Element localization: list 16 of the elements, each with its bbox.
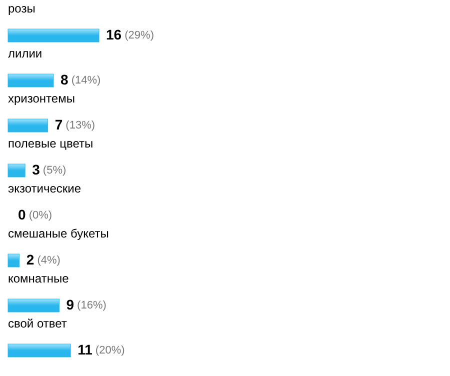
y-tick-label: свой ответ: [8, 316, 68, 331]
data-label: 16 (29%): [106, 26, 154, 42]
y-tick-label: полевые цветы: [8, 136, 94, 151]
data-label: 3 (5%): [32, 161, 66, 178]
data-label: 11 (20%): [78, 341, 125, 358]
data-label: 7 (13%): [54, 116, 96, 132]
data-label: 2 (4%): [26, 251, 60, 268]
y-tick-label: смешаные букеты: [8, 226, 109, 241]
y-tick-label: комнатные: [8, 272, 70, 286]
data-label: 0 (0%): [18, 206, 52, 222]
y-tick-label: лилии: [8, 46, 42, 61]
data-label: 9 (16%): [66, 296, 106, 312]
data-label: 8 (14%): [60, 71, 101, 88]
y-tick-label: розы: [8, 2, 36, 16]
y-tick-label: хризонтемы: [8, 92, 75, 106]
y-tick-label: экзотические: [8, 182, 82, 196]
